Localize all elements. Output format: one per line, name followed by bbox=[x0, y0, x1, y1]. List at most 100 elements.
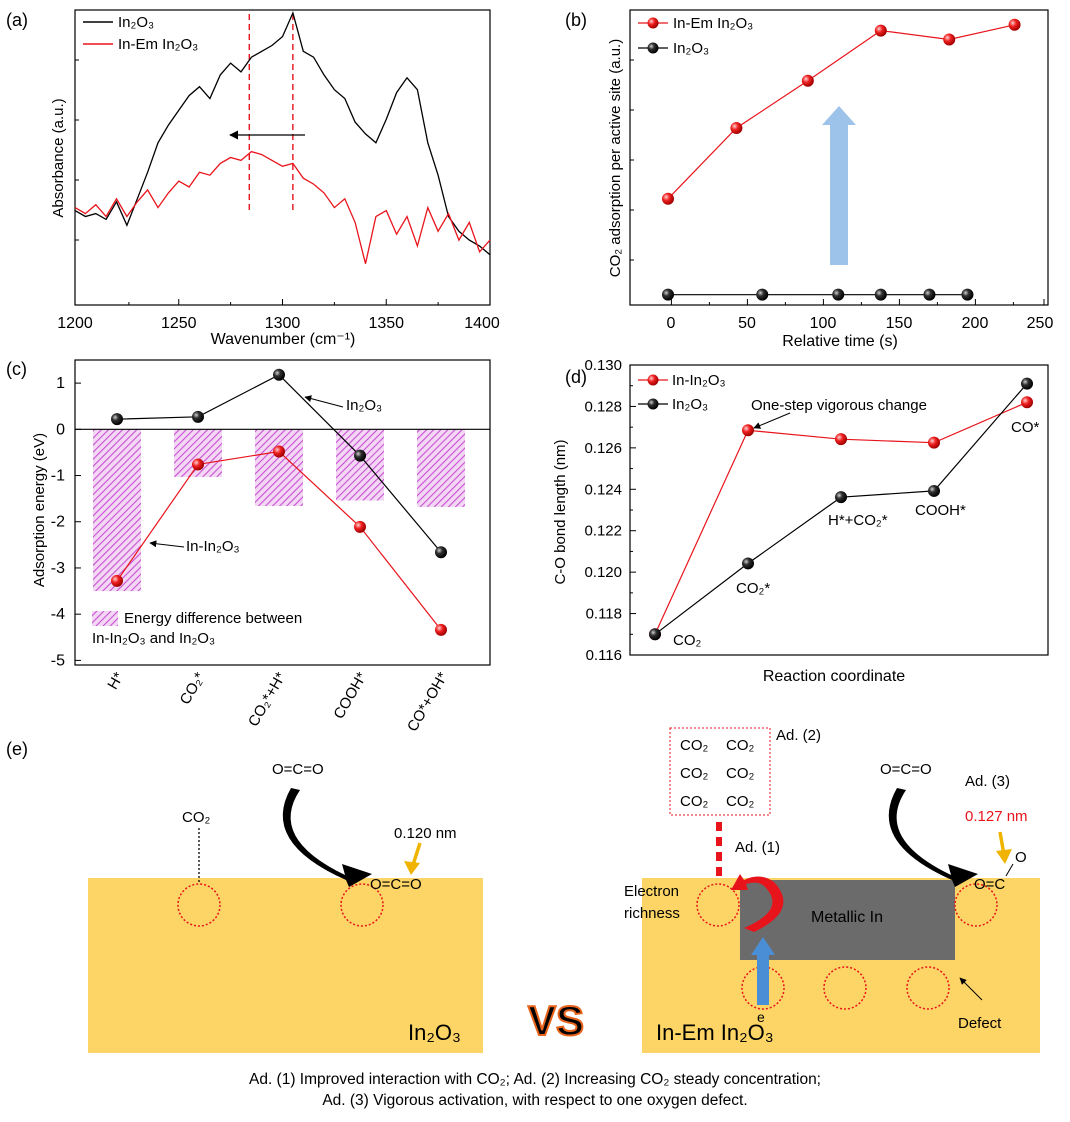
c-bar-0 bbox=[93, 429, 141, 592]
electron-label: e bbox=[757, 1009, 765, 1025]
c-ytick-0: 0 bbox=[56, 421, 65, 438]
c-bar-4 bbox=[417, 429, 465, 507]
b-point-1-3 bbox=[874, 288, 887, 301]
b-point-0-2 bbox=[801, 74, 814, 87]
c-ytick-1: 1 bbox=[56, 375, 65, 392]
b-legend-marker-inem bbox=[647, 17, 659, 29]
a-xtick-1250: 1250 bbox=[161, 315, 197, 332]
c-point-1-1 bbox=[192, 458, 204, 471]
right-bond-length: 0.127 nm bbox=[965, 808, 1028, 825]
b-point-1-4 bbox=[923, 288, 936, 301]
c-point-1-0 bbox=[111, 574, 123, 587]
b-point-1-1 bbox=[756, 288, 769, 301]
electron-up-arrow bbox=[751, 937, 775, 1005]
d-ylabel: C-O bond length (nm) bbox=[552, 439, 569, 584]
c-ytick-m5: -5 bbox=[51, 652, 65, 669]
d-ytick-0120: 0.120 bbox=[584, 564, 622, 581]
right-defect-site-2 bbox=[954, 883, 998, 927]
d-label-co: CO* bbox=[1011, 419, 1040, 436]
panel-b-frame bbox=[629, 9, 1049, 306]
d-point-1-1 bbox=[742, 557, 754, 570]
box-co2-2: CO₂ bbox=[726, 737, 755, 754]
a-xlabel: Wavenumber (cm⁻¹) bbox=[211, 331, 356, 348]
c-legend-swatch bbox=[92, 611, 118, 626]
c-inin2o3-annotation: In-In₂O₃ bbox=[186, 538, 240, 555]
panel-d-yticks bbox=[630, 364, 636, 656]
left-bond-length: 0.120 nm bbox=[394, 825, 457, 842]
a-legend-in2o3: In₂O₃ bbox=[118, 14, 154, 31]
d-xlabel: Reaction coordinate bbox=[763, 668, 905, 685]
defect-label: Defect bbox=[958, 1015, 1002, 1032]
d-point-0-1 bbox=[742, 424, 754, 437]
b-xlabel: Relative time (s) bbox=[782, 333, 898, 350]
d-legend-in2o3: In₂O₃ bbox=[672, 396, 708, 413]
box-co2-1: CO₂ bbox=[680, 737, 709, 754]
co2-concentration-box bbox=[669, 727, 771, 816]
c-in2o3-annotation: In₂O₃ bbox=[346, 397, 382, 414]
a-xtick-1200: 1200 bbox=[57, 315, 93, 332]
c-point-0-3 bbox=[354, 449, 366, 462]
panel-a-series bbox=[74, 10, 491, 264]
electron-richness-line1: Electron bbox=[624, 883, 679, 900]
right-defect-site-3 bbox=[741, 966, 785, 1010]
b-legend-in2o3: In₂O₃ bbox=[673, 40, 709, 57]
d-ytick-0122: 0.122 bbox=[584, 523, 622, 540]
right-defect-site-1 bbox=[696, 883, 740, 927]
c-point-1-4 bbox=[435, 623, 447, 636]
panel-a-xticks bbox=[74, 59, 491, 305]
a-xtick-1400: 1400 bbox=[464, 315, 500, 332]
right-defect-site-4 bbox=[823, 966, 867, 1010]
panel-e-schematic: (e) CO₂ O=C=O 0.120 nm O=C=O In₂O₃ VS Me… bbox=[6, 727, 1040, 1053]
b-xtick-150: 150 bbox=[886, 315, 913, 332]
panel-b-series bbox=[662, 18, 1021, 301]
c-ytick-m1: -1 bbox=[51, 468, 65, 485]
d-point-1-4 bbox=[1021, 377, 1033, 390]
panel-b-ticks bbox=[630, 59, 1045, 305]
b-point-0-4 bbox=[943, 33, 956, 46]
panel-c-frame bbox=[74, 359, 491, 666]
panel-a: (a) 1200 1250 1300 1350 1400 Wavenumber … bbox=[6, 9, 500, 348]
b-point-1-5 bbox=[961, 288, 974, 301]
right-broken-bond bbox=[1005, 863, 1014, 877]
left-co2-label: CO₂ bbox=[182, 809, 211, 826]
metallic-in-label: Metallic In bbox=[811, 909, 883, 926]
left-bond-arrow-head bbox=[404, 861, 420, 875]
panel-b: (b) 0 50 100 150 200 250 Relative time (… bbox=[565, 9, 1054, 350]
panel-c: (c) 1 0 -1 -2 -3 -4 -5 Adsorption energy… bbox=[6, 359, 491, 735]
a-xtick-1300: 1300 bbox=[265, 315, 301, 332]
right-curved-arrow bbox=[888, 788, 978, 887]
d-point-1-3 bbox=[928, 484, 940, 497]
in2o3-slab bbox=[88, 878, 483, 1053]
vs-label: VS bbox=[528, 997, 584, 1044]
panel-c-bars bbox=[93, 429, 465, 592]
caption-line-1: Ad. (1) Improved interaction with CO₂; A… bbox=[248, 1071, 821, 1088]
b-xtick-250: 250 bbox=[1027, 315, 1054, 332]
panel-d-series bbox=[649, 377, 1033, 641]
right-bond-arrow-head bbox=[996, 849, 1012, 864]
d-point-0-4 bbox=[1021, 396, 1033, 409]
box-co2-5: CO₂ bbox=[680, 793, 709, 810]
electron-richness-line2: richness bbox=[624, 905, 680, 922]
d-point-0-3 bbox=[928, 436, 940, 449]
box-co2-3: CO₂ bbox=[680, 765, 709, 782]
b-legend-marker-in2o3 bbox=[647, 42, 659, 54]
c-ylabel: Adsorption energy (eV) bbox=[31, 433, 48, 587]
panel-c-series bbox=[111, 368, 447, 636]
c-bar-3 bbox=[336, 429, 384, 501]
box-co2-4: CO₂ bbox=[726, 765, 755, 782]
d-label-co2s: CO₂* bbox=[736, 580, 770, 597]
d-label-hco2: H*+CO₂* bbox=[828, 512, 888, 529]
a-legend-inem: In-Em In₂O₃ bbox=[118, 36, 198, 53]
a-ylabel: Absorbance (a.u.) bbox=[50, 98, 67, 217]
b-point-0-1 bbox=[730, 122, 743, 134]
d-point-0-2 bbox=[835, 433, 847, 446]
panel-b-label: (b) bbox=[565, 10, 587, 30]
c-inin2o3-pointer bbox=[149, 540, 185, 548]
c-ytick-m2: -2 bbox=[51, 514, 65, 531]
electron-curved-arrow bbox=[731, 874, 784, 932]
left-bound-co2: O=C=O bbox=[370, 876, 422, 893]
b-xtick-0: 0 bbox=[667, 315, 676, 332]
c-cat-cooh: COOH* bbox=[330, 669, 370, 722]
d-series-line-1 bbox=[654, 383, 1028, 635]
